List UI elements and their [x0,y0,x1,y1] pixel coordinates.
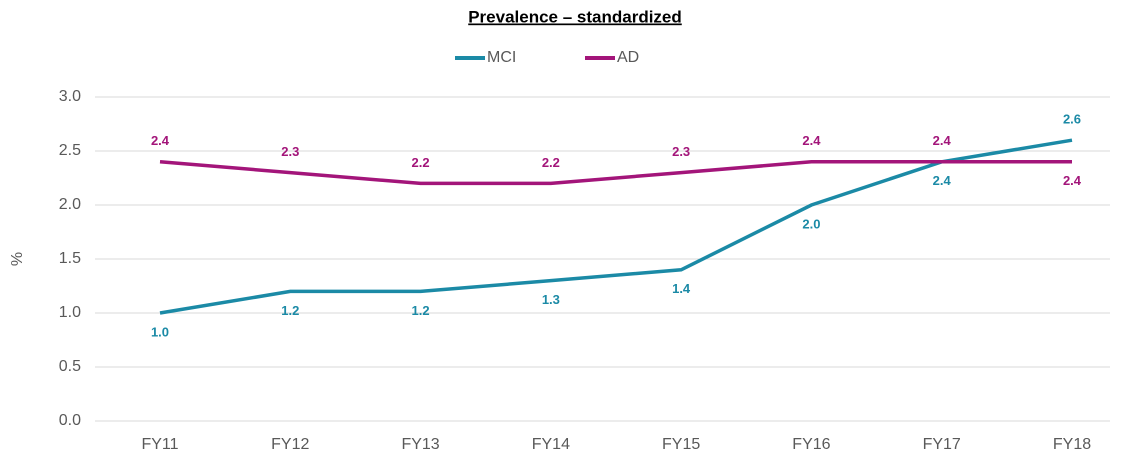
data-label: 2.0 [802,216,820,231]
data-label: 2.3 [672,144,690,159]
data-label: 1.2 [281,303,299,318]
x-tick-label: FY13 [401,436,439,453]
y-tick-label: 2.0 [59,196,81,213]
legend-label: MCI [487,49,516,66]
data-label: 1.0 [151,324,169,339]
x-tick-label: FY18 [1053,436,1091,453]
data-label: 2.4 [933,133,952,148]
data-label: 2.2 [542,155,560,170]
x-tick-label: FY15 [662,436,700,453]
x-tick-label: FY16 [792,436,830,453]
data-label: 2.4 [1063,173,1082,188]
data-label: 2.6 [1063,112,1081,127]
data-label: 2.2 [412,155,430,170]
x-tick-label: FY12 [271,436,309,453]
y-tick-label: 3.0 [59,88,81,105]
x-tick-label: FY14 [532,436,570,453]
y-tick-label: 0.5 [59,358,81,375]
y-tick-label: 0.0 [59,412,81,429]
data-label: 2.4 [933,173,952,188]
legend-label: AD [617,49,639,66]
y-axis-label: % [9,252,26,266]
chart-title: Prevalence – standardized [468,7,682,26]
x-tick-label: FY11 [141,436,178,453]
data-label: 1.3 [542,292,560,307]
series-line [159,160,1072,186]
y-tick-label: 1.0 [59,304,81,321]
series-line [159,138,1073,315]
data-label: 1.4 [672,281,691,296]
y-tick-label: 1.5 [59,250,81,267]
data-label: 2.3 [281,144,299,159]
data-label: 2.4 [151,133,170,148]
x-tick-label: FY17 [923,436,961,453]
data-label: 2.4 [802,133,821,148]
y-tick-label: 2.5 [59,142,81,159]
data-label: 1.2 [412,303,430,318]
